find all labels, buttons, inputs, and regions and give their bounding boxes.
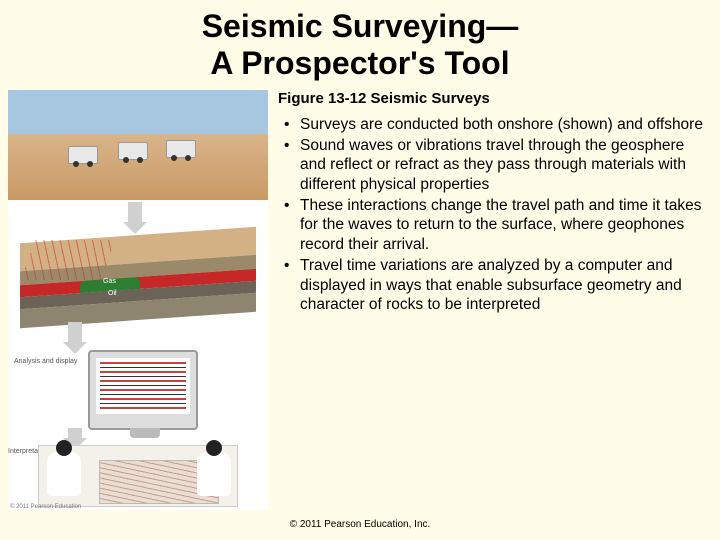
list-item: Travel time variations are analyzed by a… — [284, 256, 712, 314]
figure-caption: Figure 13-12 Seismic Surveys — [278, 90, 712, 107]
title-line-1: Seismic Surveying— — [202, 8, 519, 44]
flow-arrow-icon — [68, 428, 82, 440]
text-column: Figure 13-12 Seismic Surveys Surveys are… — [268, 86, 712, 510]
analysis-label: Analysis and display — [14, 358, 77, 365]
seismogram-display — [100, 362, 186, 410]
bullet-list: Surveys are conducted both onshore (show… — [278, 115, 712, 315]
computer-monitor-icon — [88, 350, 198, 430]
interpretation-scene — [38, 445, 238, 507]
content-row: Gas Oil Analysis and display Interpretat… — [0, 86, 720, 510]
flow-arrow-icon — [68, 322, 82, 344]
image-attribution: © 2011 Pearson Education — [10, 504, 81, 510]
seismic-rays-icon — [21, 240, 116, 280]
vibroseis-truck-icon — [166, 140, 196, 158]
vibroseis-truck-icon — [118, 142, 148, 160]
slide-title: Seismic Surveying— A Prospector's Tool — [0, 0, 720, 86]
desert-trucks-photo — [8, 90, 268, 200]
oil-label: Oil — [108, 290, 117, 297]
list-item: Surveys are conducted both onshore (show… — [284, 115, 712, 134]
flow-arrow-icon — [128, 202, 142, 224]
copyright-footer: © 2011 Pearson Education, Inc. — [0, 519, 720, 530]
title-line-2: A Prospector's Tool — [210, 45, 509, 81]
list-item: Sound waves or vibrations travel through… — [284, 136, 712, 194]
gas-label: Gas — [103, 278, 116, 285]
vibroseis-truck-icon — [68, 146, 98, 164]
geologist-icon — [197, 452, 231, 496]
figure-illustration: Gas Oil Analysis and display Interpretat… — [8, 90, 268, 510]
list-item: These interactions change the travel pat… — [284, 196, 712, 254]
geologist-icon — [47, 452, 81, 496]
